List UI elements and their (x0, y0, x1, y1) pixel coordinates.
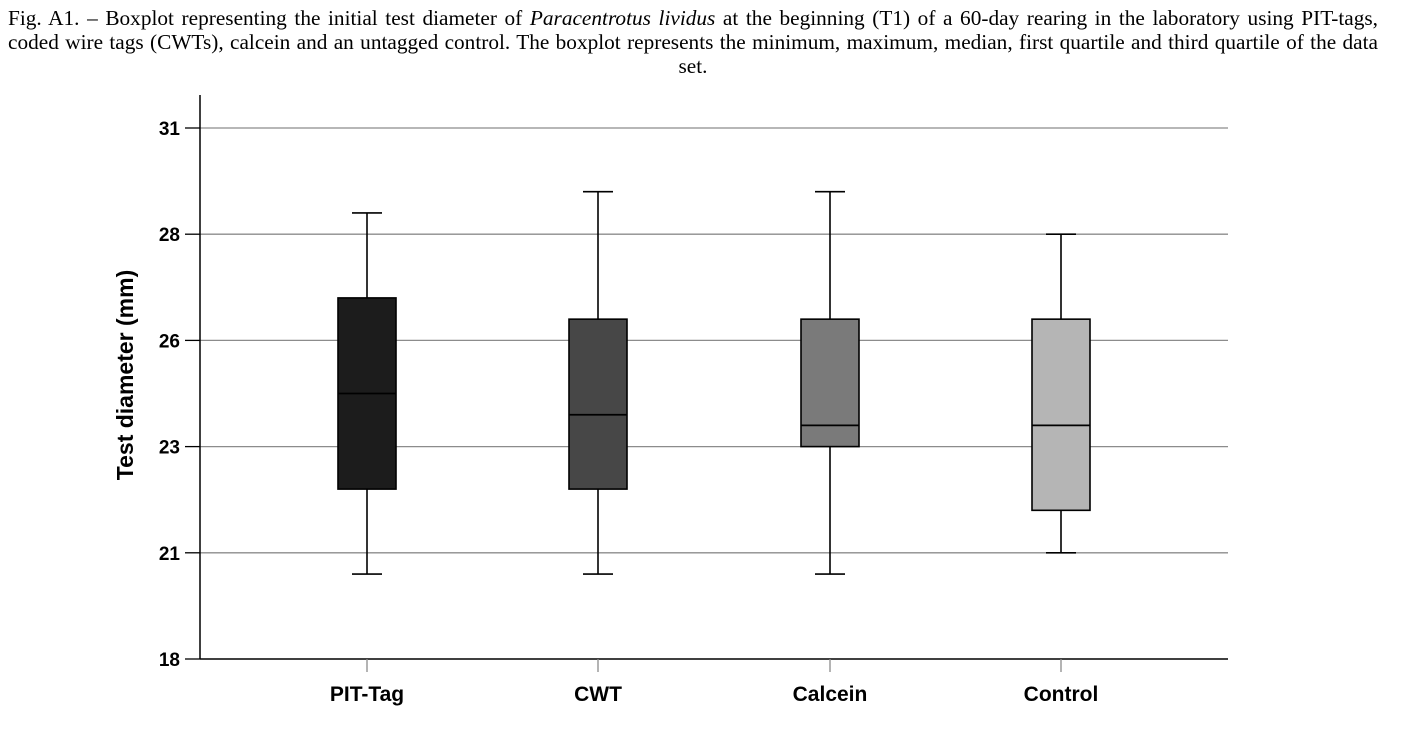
x-tick-label-control: Control (1024, 683, 1099, 706)
x-tick-label-pit-tag: PIT-Tag (330, 683, 404, 706)
figure-caption: Fig. A1. – Boxplot representing the init… (8, 6, 1378, 78)
y-tick-label-18: 18 (159, 650, 180, 671)
iqr-box-calcein (800, 318, 860, 448)
box-pit-tag (337, 212, 397, 575)
x-tick-label-cwt: CWT (574, 683, 622, 706)
box-cwt (568, 190, 628, 575)
y-tick-label-28: 28 (159, 225, 180, 246)
y-tick-label-21: 21 (159, 544, 181, 565)
y-tick-label-31: 31 (159, 119, 181, 140)
caption-prefix: Fig. A1. – Boxplot representing the init… (8, 6, 530, 30)
box-control (1031, 233, 1091, 554)
iqr-box-control (1031, 318, 1091, 512)
axes: 18 21 23 26 28 31 PIT-Tag CWT Calcein Control (159, 95, 1228, 706)
iqr-box-cwt (568, 318, 628, 490)
y-tick-label-23: 23 (159, 438, 180, 459)
caption-species: Paracentrotus lividus (529, 6, 716, 30)
y-tick-label-26: 26 (159, 331, 180, 352)
boxes (337, 190, 1091, 575)
x-tick-label-calcein: Calcein (793, 683, 868, 706)
caption-suffix: at the beginning (T1) of a 60-day rearin… (8, 6, 1378, 78)
y-axis-title: Test diameter (mm) (112, 270, 138, 480)
box-calcein (800, 190, 860, 575)
